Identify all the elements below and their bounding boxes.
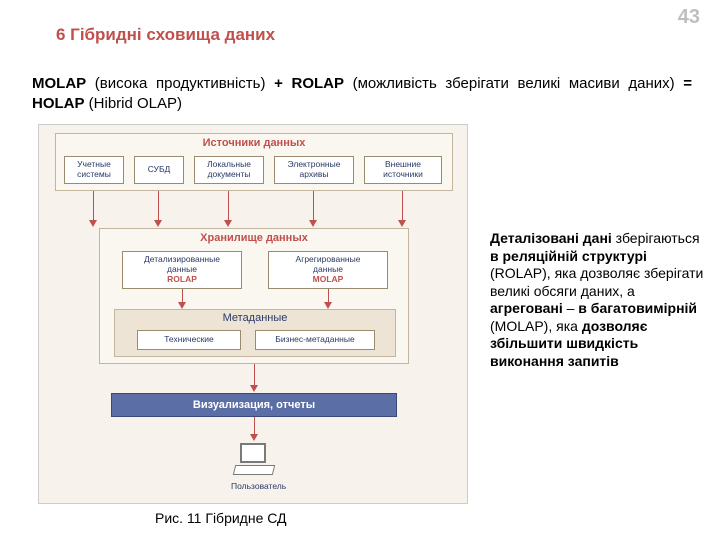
sources-section: Источники данных Учетные системы СУБД Ло… [55, 133, 453, 191]
meta-node-0: Технические [137, 330, 241, 350]
detail-node-rolap: Детализированные данные ROLAP [122, 251, 242, 289]
metadata-title: Метаданные [223, 312, 288, 324]
viz-bar: Визуализация, отчеты [111, 393, 397, 417]
warehouse-section: Хранилище данных Детализированные данные… [99, 228, 409, 364]
arrow-icon [324, 302, 332, 309]
intro-t3: (Hibrid OLAP) [85, 95, 183, 112]
arrow-icon [398, 220, 406, 227]
diagram-container: Источники данных Учетные системы СУБД Ло… [38, 124, 468, 504]
st-1: зберігаються [612, 230, 700, 246]
intro-t1: (висока продуктивність) [86, 75, 274, 92]
arrow-line [93, 191, 94, 221]
user-label: Пользователь [231, 481, 286, 491]
intro-rolap: + ROLAP [274, 75, 344, 92]
monitor-icon [240, 443, 266, 463]
figure-caption: Рис. 11 Гібридне СД [155, 510, 287, 526]
arrow-line [158, 191, 159, 221]
arrow-icon [89, 220, 97, 227]
intro-t2: (можливість зберігати великі масиви дани… [344, 75, 683, 92]
st-b1: Деталізовані дані [490, 230, 612, 246]
arrow-icon [250, 385, 258, 392]
arrow-line [182, 289, 183, 303]
arrow-icon [250, 434, 258, 441]
arrow-icon [309, 220, 317, 227]
arrow-icon [224, 220, 232, 227]
metadata-section: Метаданные Технические Бизнес-метаданные [114, 309, 396, 357]
source-node-3: Электронные архивы [274, 156, 354, 184]
meta-node-1: Бизнес-метаданные [255, 330, 375, 350]
st-2: (ROLAP), яка дозволяє зберігати великі о… [490, 265, 703, 299]
arrow-line [313, 191, 314, 221]
molap-l3: MOLAP [313, 275, 344, 285]
arrow-line [402, 191, 403, 221]
st-3: – [563, 300, 579, 316]
slide-number: 43 [678, 6, 700, 29]
arrow-line [228, 191, 229, 221]
keyboard-icon [233, 465, 275, 475]
warehouse-title: Хранилище данных [200, 232, 308, 244]
computer-icon [234, 443, 274, 477]
st-b4: в багатовимірній [578, 300, 697, 316]
source-node-2: Локальные документы [194, 156, 264, 184]
source-node-0: Учетные системы [64, 156, 124, 184]
side-text: Деталізовані дані зберігаються в реляцій… [490, 230, 705, 370]
source-node-1: СУБД [134, 156, 184, 184]
arrow-line [254, 364, 255, 386]
arrow-line [254, 417, 255, 435]
rolap-l3: ROLAP [167, 275, 197, 285]
arrow-icon [178, 302, 186, 309]
st-4: (MOLAP), яка [490, 318, 582, 334]
st-b2: в реляційній структурі [490, 248, 647, 264]
st-b3: агреговані [490, 300, 563, 316]
source-node-4: Внешние источники [364, 156, 442, 184]
arrow-line [328, 289, 329, 303]
intro-text: MOLAP (висока продуктивність) + ROLAP (м… [32, 74, 692, 113]
intro-molap: MOLAP [32, 75, 86, 92]
arrow-icon [154, 220, 162, 227]
sources-title: Источники данных [203, 137, 306, 149]
slide-title: 6 Гібридні сховища даних [56, 24, 296, 46]
detail-node-molap: Агрегированные данные MOLAP [268, 251, 388, 289]
